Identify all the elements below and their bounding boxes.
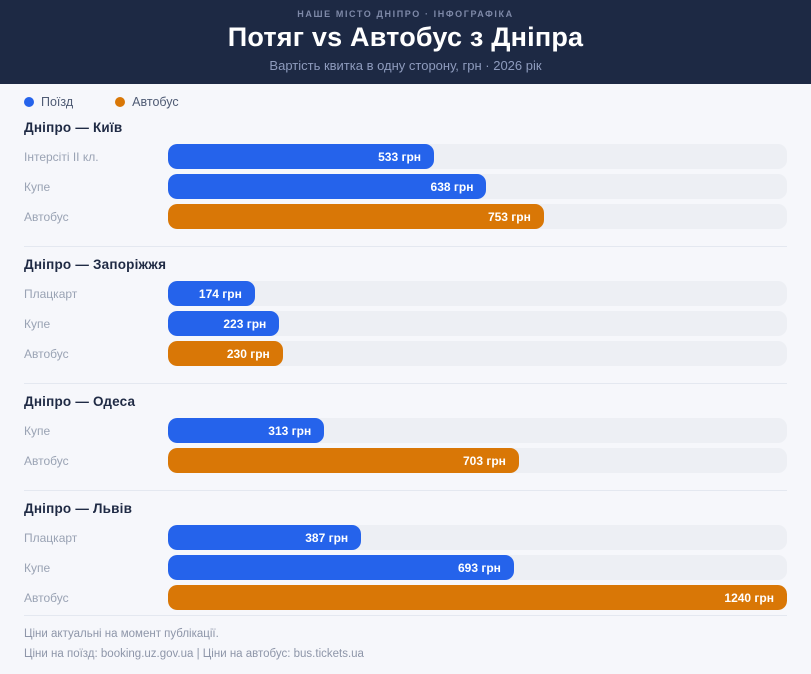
bar-value-label: 533 грн xyxy=(378,149,422,164)
bar-value-label: 223 грн xyxy=(223,316,267,331)
sections-container: Дніпро — Київ Інтерсіті II кл. 533 грн Купе… xyxy=(24,110,787,610)
bus-color-dot-icon xyxy=(115,97,126,107)
footer-divider xyxy=(24,615,787,616)
route-title: Дніпро — Львів xyxy=(24,501,133,516)
price-row: Автобус 1240 грн xyxy=(24,585,787,610)
page-title: Потяг vs Автобус з Дніпра xyxy=(227,22,584,52)
legend-item-bus: Автобус xyxy=(115,95,179,109)
price-row: Автобус 703 грн xyxy=(24,448,787,473)
route-title: Дніпро — Запоріжжя xyxy=(24,257,167,272)
row-label: Інтерсіті II кл. xyxy=(24,149,99,164)
row-label: Автобус xyxy=(24,209,69,224)
bar-value-label: 174 грн xyxy=(198,286,242,301)
price-bar-bus: 753 грн xyxy=(168,204,544,229)
price-bar-train: 223 грн xyxy=(168,311,280,336)
bar-track: 693 грн xyxy=(168,555,787,580)
price-bar-train: 533 грн xyxy=(168,144,435,169)
row-label: Автобус xyxy=(24,346,69,361)
bar-track: 753 грн xyxy=(168,204,787,229)
route-section: Дніпро — Львів Плацкарт 387 грн Купе 693 грн… xyxy=(24,491,787,610)
row-label: Плацкарт xyxy=(24,286,78,301)
header: НАШЕ МІСТО ДНІПРО · ІНФОГРАФІКА Потяг vs… xyxy=(0,0,811,84)
bar-value-label: 753 грн xyxy=(487,209,531,224)
route-section: Дніпро — Одеса Купе 313 грн Автобус 703 грн xyxy=(24,384,787,473)
bar-track: 533 грн xyxy=(168,144,787,169)
section-divider xyxy=(24,383,787,384)
bar-track: 638 грн xyxy=(168,174,787,199)
row-label: Автобус xyxy=(24,590,69,605)
price-bar-bus: 1240 грн xyxy=(168,585,787,610)
footer-note: Ціни актуальні на момент публікації. xyxy=(24,628,219,640)
legend: Поїзд Автобус xyxy=(24,94,787,110)
bar-track: 313 грн xyxy=(168,418,787,443)
page-subtitle: Вартість квитка в одну сторону, грн · 20… xyxy=(269,58,542,73)
legend-label: Поїзд xyxy=(41,95,74,109)
price-row: Автобус 230 грн xyxy=(24,341,787,366)
footer: Ціни актуальні на момент публікації. Цін… xyxy=(0,615,811,674)
row-label: Купе xyxy=(24,316,51,331)
route-section: Дніпро — Київ Інтерсіті II кл. 533 грн Купе… xyxy=(24,110,787,229)
row-label: Купе xyxy=(24,179,51,194)
price-row: Купе 693 грн xyxy=(24,555,787,580)
price-row: Інтерсіті II кл. 533 грн xyxy=(24,144,787,169)
row-label: Купе xyxy=(24,423,51,438)
bar-value-label: 313 грн xyxy=(268,423,312,438)
price-row: Плацкарт 387 грн xyxy=(24,525,787,550)
route-title: Дніпро — Одеса xyxy=(24,394,136,409)
bar-value-label: 387 грн xyxy=(305,530,349,545)
bar-track: 387 грн xyxy=(168,525,787,550)
price-bar-bus: 230 грн xyxy=(168,341,283,366)
price-bar-train: 313 грн xyxy=(168,418,325,443)
price-row: Плацкарт 174 грн xyxy=(24,281,787,306)
bar-value-label: 638 грн xyxy=(430,179,474,194)
train-color-dot-icon xyxy=(24,97,34,107)
price-bar-train: 693 грн xyxy=(168,555,514,580)
route-section: Дніпро — Запоріжжя Плацкарт 174 грн Купе 223… xyxy=(24,247,787,366)
price-bar-train: 387 грн xyxy=(168,525,362,550)
footer-sources: Ціни на поїзд: booking.uz.gov.ua | Ціни … xyxy=(24,648,364,660)
chart-area: Поїзд Автобус Дніпро — Київ Інтерсіті II к… xyxy=(0,84,811,615)
bar-track: 1240 грн xyxy=(168,585,787,610)
price-bar-train: 174 грн xyxy=(168,281,255,306)
bar-value-label: 693 грн xyxy=(458,560,501,575)
price-row: Купе 638 грн xyxy=(24,174,787,199)
row-label: Автобус xyxy=(24,453,69,468)
route-title: Дніпро — Київ xyxy=(24,120,123,135)
price-row: Купе 313 грн xyxy=(24,418,787,443)
bar-track: 230 грн xyxy=(168,341,787,366)
legend-item-train: Поїзд xyxy=(24,95,73,109)
price-bar-bus: 703 грн xyxy=(168,448,519,473)
bar-value-label: 1240 грн xyxy=(724,590,774,605)
bar-value-label: 703 грн xyxy=(462,453,506,468)
legend-label: Автобус xyxy=(132,95,179,109)
bar-track: 174 грн xyxy=(168,281,787,306)
eyebrow-text: НАШЕ МІСТО ДНІПРО · ІНФОГРАФІКА xyxy=(297,9,514,19)
price-row: Купе 223 грн xyxy=(24,311,787,336)
bar-value-label: 230 грн xyxy=(226,346,270,361)
section-divider xyxy=(24,246,787,247)
row-label: Плацкарт xyxy=(24,530,78,545)
section-divider xyxy=(24,490,787,491)
bar-track: 223 грн xyxy=(168,311,787,336)
price-row: Автобус 753 грн xyxy=(24,204,787,229)
bar-track: 703 грн xyxy=(168,448,787,473)
row-label: Купе xyxy=(24,560,51,575)
price-bar-train: 638 грн xyxy=(168,174,487,199)
